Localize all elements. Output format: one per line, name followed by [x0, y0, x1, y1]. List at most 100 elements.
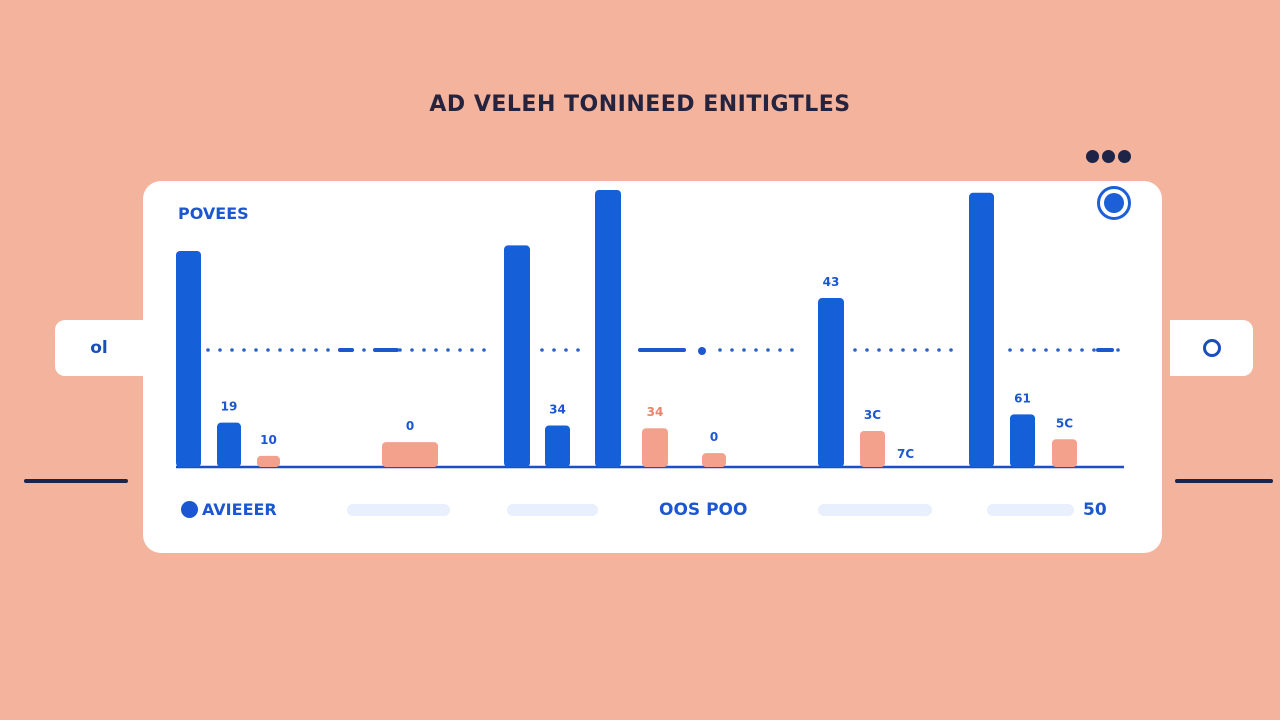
bar — [1052, 439, 1077, 467]
legend-label: AVIEEER — [202, 500, 277, 519]
ring-icon — [1202, 339, 1221, 357]
bar — [642, 428, 668, 467]
bar — [257, 455, 280, 467]
reference-dot — [266, 348, 270, 352]
data-label: 3C — [864, 408, 881, 422]
reference-dot — [925, 348, 929, 352]
reference-dot — [576, 348, 580, 352]
data-label: 34 — [549, 402, 566, 416]
data-label: 10 — [260, 433, 277, 447]
dot — [1118, 150, 1131, 163]
reference-dot — [889, 348, 893, 352]
bar — [382, 442, 438, 467]
reference-dot — [230, 348, 234, 352]
reference-dot — [254, 348, 258, 352]
reference-dot — [552, 348, 556, 352]
reference-dot — [1068, 348, 1072, 352]
reference-dot — [564, 348, 568, 352]
placeholder-pill — [987, 504, 1074, 516]
reference-dot — [1092, 348, 1096, 352]
reference-dot — [314, 348, 318, 352]
chart-annotation: 7C — [897, 447, 914, 461]
reference-dot — [398, 348, 402, 352]
more-dots-icon[interactable] — [1086, 150, 1131, 163]
reference-dot — [766, 348, 770, 352]
reference-dot — [1056, 348, 1060, 352]
reference-dot — [1044, 348, 1048, 352]
reference-dot — [1008, 348, 1012, 352]
right-tab[interactable] — [1170, 320, 1253, 376]
reference-dot — [718, 348, 722, 352]
bar — [176, 250, 201, 467]
reference-dot — [949, 348, 953, 352]
reference-dot — [410, 348, 414, 352]
reference-dot — [290, 348, 294, 352]
circle-button-icon[interactable] — [1097, 186, 1131, 220]
footer-right-label: 50 — [1083, 500, 1107, 520]
placeholder-pill — [347, 504, 450, 516]
reference-dot — [422, 348, 426, 352]
left-divider-line — [24, 479, 128, 483]
dot — [1086, 150, 1099, 163]
page-title: AD VELEH TONINEED ENITIGTLES — [429, 92, 851, 117]
reference-dot — [1116, 348, 1120, 352]
left-tab-label: ol — [90, 338, 108, 358]
reference-dot — [302, 348, 306, 352]
reference-dot — [446, 348, 450, 352]
reference-dot — [242, 348, 246, 352]
data-label: 0 — [710, 430, 718, 444]
bar — [504, 245, 530, 467]
circle-button-fill — [1104, 193, 1124, 213]
reference-dot — [1020, 348, 1024, 352]
reference-dot — [470, 348, 474, 352]
dotted-reference-line — [206, 347, 1120, 355]
data-label: 19 — [221, 400, 238, 414]
reference-dot — [778, 348, 782, 352]
reference-dot — [434, 348, 438, 352]
placeholder-pill — [818, 504, 932, 516]
reference-dot — [901, 348, 905, 352]
reference-dot — [937, 348, 941, 352]
bar — [1010, 414, 1035, 467]
data-label: 34 — [647, 405, 664, 419]
data-label: 5C — [1056, 416, 1073, 430]
reference-dot — [877, 348, 881, 352]
reference-dot — [790, 348, 794, 352]
bar — [860, 430, 885, 467]
card-label: POVEES — [178, 204, 249, 223]
reference-dot — [1032, 348, 1036, 352]
reference-dot — [206, 348, 210, 352]
placeholder-pill — [507, 504, 598, 516]
bar — [702, 453, 726, 467]
footer-center-label: OOS POO — [659, 500, 748, 520]
reference-dot — [865, 348, 869, 352]
reference-dot — [326, 348, 330, 352]
reference-dot — [754, 348, 758, 352]
reference-dot — [1080, 348, 1084, 352]
reference-dot — [278, 348, 282, 352]
reference-dot — [730, 348, 734, 352]
right-divider-line — [1175, 479, 1273, 483]
bar — [969, 192, 994, 467]
reference-dot — [362, 348, 366, 352]
reference-dot — [742, 348, 746, 352]
reference-dot — [853, 348, 857, 352]
reference-dot — [218, 348, 222, 352]
data-label: 61 — [1014, 391, 1031, 405]
reference-marker — [698, 347, 706, 355]
bar — [545, 425, 570, 467]
bar — [595, 190, 621, 467]
reference-dot — [482, 348, 486, 352]
reference-dot — [458, 348, 462, 352]
legend: AVIEEER — [181, 500, 277, 519]
dot — [1102, 150, 1115, 163]
data-label: 0 — [406, 419, 414, 433]
bar — [217, 422, 241, 467]
legend-dot-icon — [181, 501, 198, 518]
bar — [818, 298, 844, 467]
reference-dot — [913, 348, 917, 352]
reference-dot — [540, 348, 544, 352]
left-tab[interactable]: ol — [55, 320, 143, 376]
data-label: 43 — [823, 275, 840, 289]
